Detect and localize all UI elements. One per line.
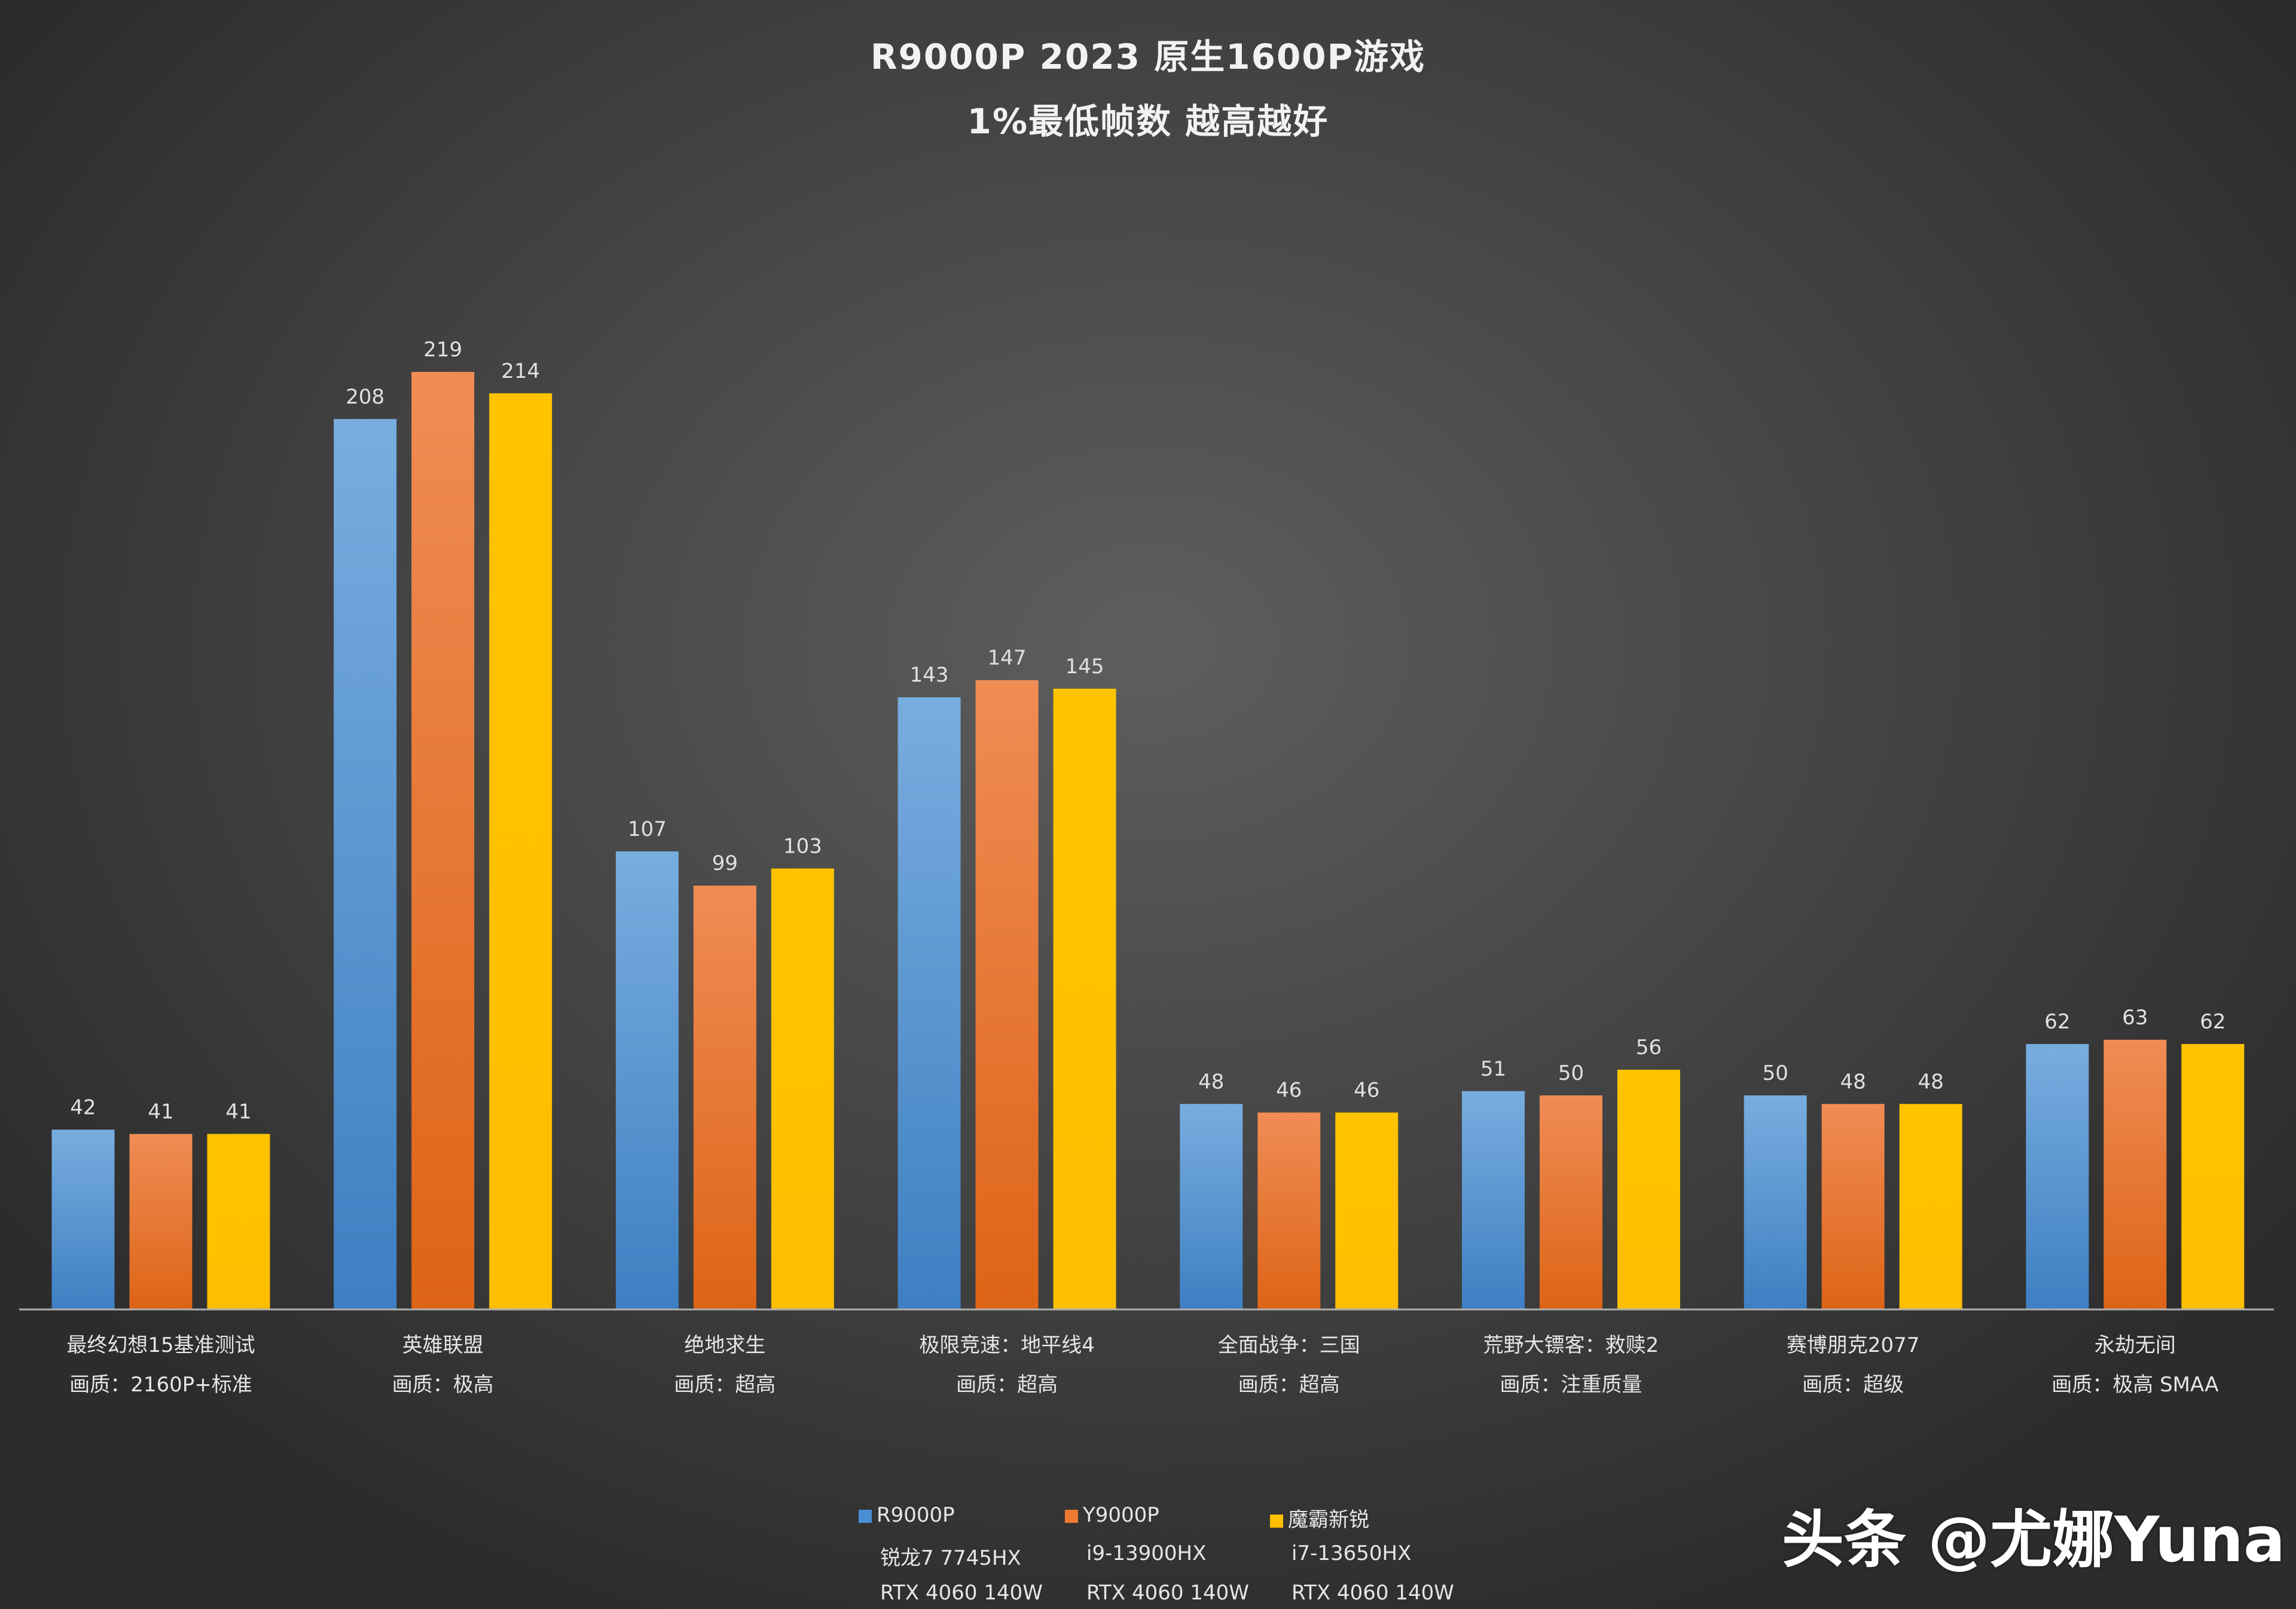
data-label: 147 bbox=[988, 646, 1027, 670]
data-label: 51 bbox=[1480, 1057, 1506, 1081]
bar-Y9000P bbox=[411, 372, 475, 1309]
bar-魔霸新锐 bbox=[1053, 688, 1116, 1309]
category-label: 英雄联盟 bbox=[402, 1333, 484, 1357]
bar-魔霸新锐 bbox=[489, 393, 552, 1309]
bar-R9000P bbox=[334, 419, 397, 1309]
category-quality-label: 画质：极高 bbox=[392, 1373, 494, 1397]
legend-swatch bbox=[859, 1509, 872, 1523]
category-quality-label: 画质：注重质量 bbox=[1500, 1373, 1642, 1397]
data-label: 46 bbox=[1354, 1079, 1379, 1103]
bar-魔霸新锐 bbox=[2181, 1044, 2245, 1309]
watermark: 头条 @尤娜Yuna bbox=[1782, 1503, 2286, 1576]
data-label: 48 bbox=[1840, 1070, 1866, 1094]
legend-item-1: Y9000P bbox=[1065, 1503, 1159, 1527]
data-label: 214 bbox=[501, 359, 540, 383]
bar-Y9000P bbox=[693, 886, 756, 1309]
category-quality-label: 画质：超级 bbox=[1802, 1373, 1904, 1397]
bar-Y9000P bbox=[975, 680, 1039, 1309]
bar-R9000P bbox=[2026, 1044, 2089, 1309]
bar-魔霸新锐 bbox=[1899, 1104, 1962, 1309]
bar-Y9000P bbox=[1821, 1104, 1885, 1309]
data-label: 42 bbox=[70, 1095, 96, 1119]
data-label: 62 bbox=[2200, 1010, 2225, 1034]
data-label: 143 bbox=[910, 663, 949, 687]
bar-魔霸新锐 bbox=[1617, 1070, 1680, 1309]
category-label: 荒野大镖客：救赎2 bbox=[1483, 1333, 1659, 1357]
legend-text: 魔霸新锐 bbox=[1288, 1508, 1369, 1532]
legend-text: 锐龙7 7745HX bbox=[880, 1546, 1021, 1570]
bar-R9000P bbox=[1744, 1095, 1807, 1309]
data-label: 103 bbox=[783, 835, 822, 859]
legend-text: RTX 4060 140W bbox=[880, 1581, 1043, 1605]
data-label: 48 bbox=[1198, 1070, 1224, 1094]
category-quality-label: 画质：2160P+标准 bbox=[69, 1373, 252, 1397]
chart-subtitle: 1%最低帧数 越高越好 bbox=[967, 101, 1329, 142]
legend-text: R9000P bbox=[877, 1503, 955, 1527]
category-label: 最终幻想15基准测试 bbox=[66, 1333, 255, 1357]
legend-text: Y9000P bbox=[1083, 1503, 1159, 1527]
data-label: 219 bbox=[423, 338, 462, 362]
category-label: 永劫无间 bbox=[2094, 1333, 2176, 1357]
legend-text: RTX 4060 140W bbox=[1086, 1581, 1249, 1605]
bar-R9000P bbox=[615, 851, 679, 1309]
bar-魔霸新锐 bbox=[207, 1134, 270, 1309]
category-label: 极限竞速：地平线4 bbox=[919, 1333, 1095, 1357]
bar-魔霸新锐 bbox=[771, 868, 834, 1309]
data-label: 50 bbox=[1558, 1061, 1584, 1085]
data-label: 48 bbox=[1918, 1070, 1944, 1094]
data-label: 107 bbox=[628, 817, 667, 841]
category-quality-label: 画质：超高 bbox=[956, 1373, 1058, 1397]
bar-R9000P bbox=[1180, 1104, 1243, 1309]
legend-cpu: 锐龙7 7745HX bbox=[880, 1541, 1021, 1571]
category-quality-label: 画质：超高 bbox=[1238, 1373, 1340, 1397]
bar-Y9000P bbox=[1257, 1112, 1321, 1309]
bar-R9000P bbox=[1462, 1091, 1525, 1309]
chart-title: R9000P 2023 原生1600P游戏 bbox=[870, 36, 1426, 77]
category-quality-label: 画质：极高 SMAA bbox=[2051, 1373, 2219, 1397]
data-label: 99 bbox=[712, 851, 738, 875]
data-label: 63 bbox=[2122, 1006, 2148, 1030]
category-label: 全面战争：三国 bbox=[1217, 1333, 1360, 1357]
legend-swatch bbox=[1270, 1514, 1283, 1528]
bar-Y9000P bbox=[2103, 1039, 2167, 1309]
legend-item-2: 魔霸新锐 bbox=[1270, 1503, 1369, 1532]
bar-R9000P bbox=[51, 1129, 115, 1309]
legend-swatch bbox=[1065, 1509, 1078, 1523]
legend-gpu: RTX 4060 140W bbox=[880, 1581, 1043, 1605]
data-label: 41 bbox=[225, 1100, 251, 1123]
legend-cpu: i9-13900HX bbox=[1086, 1541, 1206, 1565]
legend-text: RTX 4060 140W bbox=[1292, 1581, 1454, 1605]
category-label: 赛博朋克2077 bbox=[1786, 1333, 1920, 1357]
data-label: 50 bbox=[1763, 1061, 1788, 1085]
legend-gpu: RTX 4060 140W bbox=[1086, 1581, 1249, 1605]
legend-gpu: RTX 4060 140W bbox=[1292, 1581, 1454, 1605]
category-label: 绝地求生 bbox=[684, 1333, 766, 1357]
bar-Y9000P bbox=[129, 1134, 193, 1309]
data-label: 208 bbox=[346, 385, 384, 409]
bar-Y9000P bbox=[1540, 1095, 1602, 1309]
data-label: 62 bbox=[2044, 1010, 2070, 1034]
data-label: 41 bbox=[148, 1100, 173, 1123]
bar-R9000P bbox=[897, 697, 961, 1309]
data-label: 46 bbox=[1276, 1079, 1302, 1103]
legend-text: i7-13650HX bbox=[1292, 1541, 1412, 1565]
legend-item-0: R9000P bbox=[859, 1503, 955, 1527]
legend-text: i9-13900HX bbox=[1086, 1541, 1207, 1565]
category-quality-label: 画质：超高 bbox=[674, 1373, 776, 1397]
legend-cpu: i7-13650HX bbox=[1292, 1541, 1411, 1565]
data-label: 145 bbox=[1065, 655, 1104, 679]
bar-魔霸新锐 bbox=[1335, 1112, 1399, 1309]
data-label: 56 bbox=[1636, 1036, 1662, 1060]
